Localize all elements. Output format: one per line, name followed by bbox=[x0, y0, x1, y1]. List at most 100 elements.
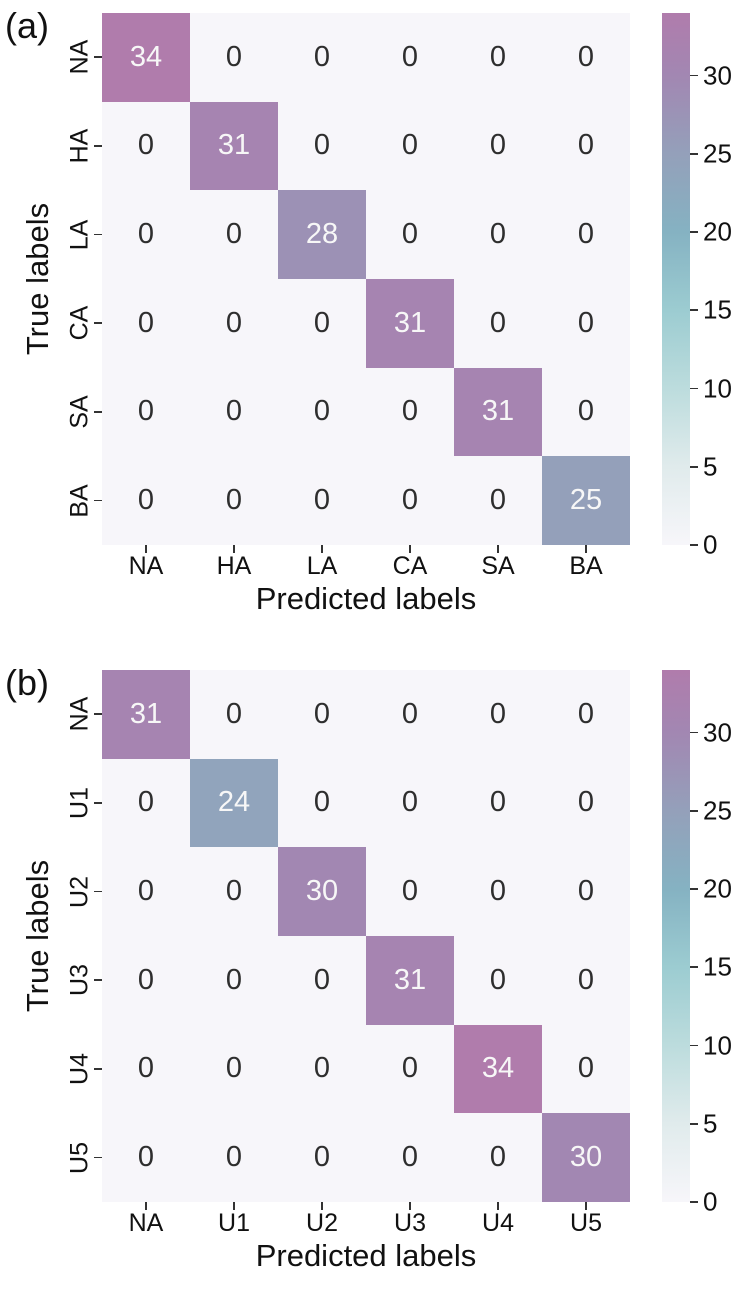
colorbar-tick-mark bbox=[690, 1122, 698, 1125]
panel-label: (b) bbox=[5, 662, 49, 703]
x-tick-label: BA bbox=[569, 552, 603, 580]
matrix-cell: 0 bbox=[454, 847, 542, 936]
matrix-cell: 28 bbox=[278, 190, 366, 279]
matrix-cell: 0 bbox=[542, 670, 630, 759]
matrix-cell: 0 bbox=[190, 367, 278, 457]
x-tick-label: CA bbox=[392, 552, 428, 580]
matrix-cell: 0 bbox=[278, 13, 366, 102]
x-tick-mark bbox=[233, 1202, 235, 1210]
y-tick-label: U5 bbox=[65, 1141, 94, 1174]
y-tick-label: U3 bbox=[65, 964, 94, 997]
x-tick-mark bbox=[497, 1202, 499, 1210]
matrix-cell: 0 bbox=[454, 758, 542, 848]
matrix-cell: 0 bbox=[454, 101, 542, 191]
x-tick-label: U3 bbox=[394, 1209, 426, 1237]
colorbar-tick-label: 10 bbox=[703, 373, 732, 404]
matrix-cell: 0 bbox=[542, 847, 630, 936]
colorbar-tick-mark bbox=[690, 1201, 698, 1203]
matrix-cell: 0 bbox=[278, 101, 366, 191]
colorbar-tick-label: 25 bbox=[703, 795, 732, 826]
matrix-cell: 0 bbox=[278, 278, 366, 368]
matrix-cell: 31 bbox=[366, 935, 454, 1025]
panel-b: (b) True labels 31 0 0 0 0 0 0 24 0 0 0 0 0 0 30 0 0 0 0 0 0… bbox=[0, 657, 747, 1292]
matrix-cell: 0 bbox=[454, 670, 542, 759]
colorbar-tick-label: 0 bbox=[703, 529, 718, 560]
matrix-cell: 0 bbox=[366, 101, 454, 191]
matrix-cell: 0 bbox=[454, 190, 542, 279]
y-tick-label: NA bbox=[65, 39, 94, 75]
matrix-cell: 31 bbox=[366, 278, 454, 368]
colorbar-tick-label: 5 bbox=[703, 1108, 718, 1139]
x-tick-label: U4 bbox=[482, 1209, 514, 1237]
x-tick-mark bbox=[321, 545, 323, 553]
matrix-cell: 0 bbox=[102, 367, 190, 457]
x-tick-mark bbox=[497, 545, 499, 553]
y-tick-mark bbox=[94, 713, 102, 716]
matrix-cell: 0 bbox=[278, 1024, 366, 1114]
x-axis-title: Predicted labels bbox=[255, 1238, 477, 1273]
matrix-cell: 0 bbox=[102, 847, 190, 936]
colorbar-tick-label: 20 bbox=[703, 873, 732, 904]
matrix-cell: 0 bbox=[190, 456, 278, 545]
colorbar-tick-label: 15 bbox=[703, 294, 732, 325]
colorbar-tick-mark bbox=[690, 309, 698, 312]
matrix-cell: 0 bbox=[190, 278, 278, 368]
y-tick-mark bbox=[94, 1068, 102, 1070]
matrix-cell: 0 bbox=[366, 367, 454, 457]
matrix-cell: 25 bbox=[542, 456, 630, 545]
matrix-cell: 31 bbox=[102, 670, 190, 759]
x-tick-mark bbox=[233, 545, 235, 553]
y-tick-label: U4 bbox=[65, 1053, 94, 1085]
x-tick-mark bbox=[585, 1202, 587, 1210]
colorbar-tick-mark bbox=[690, 231, 698, 233]
matrix-cell: 0 bbox=[454, 13, 542, 102]
x-tick-label: NA bbox=[128, 1209, 164, 1237]
matrix-cell: 0 bbox=[190, 190, 278, 279]
matrix-cell: 0 bbox=[454, 456, 542, 545]
colorbar-tick-label: 30 bbox=[703, 717, 732, 748]
matrix-cell: 0 bbox=[102, 935, 190, 1025]
colorbar-tick-mark bbox=[690, 888, 698, 890]
matrix-cell: 0 bbox=[278, 1113, 366, 1202]
matrix-cell: 0 bbox=[190, 935, 278, 1025]
matrix-cell: 0 bbox=[542, 13, 630, 102]
y-tick-mark bbox=[94, 802, 102, 804]
matrix-cell: 31 bbox=[454, 367, 542, 457]
matrix-cell: 0 bbox=[454, 278, 542, 368]
y-tick-label: CA bbox=[65, 305, 94, 341]
matrix-cell: 0 bbox=[454, 935, 542, 1025]
matrix-cell: 0 bbox=[278, 367, 366, 457]
matrix-cell: 24 bbox=[190, 758, 278, 848]
matrix-cell: 0 bbox=[542, 101, 630, 191]
matrix-cell: 0 bbox=[190, 847, 278, 936]
x-tick-mark bbox=[145, 545, 147, 553]
matrix-cell: 0 bbox=[366, 1024, 454, 1114]
x-tick-label: HA bbox=[216, 552, 252, 580]
colorbar-tick-label: 10 bbox=[703, 1030, 732, 1061]
matrix-cell: 0 bbox=[102, 456, 190, 545]
y-tick-mark bbox=[94, 1156, 102, 1159]
matrix-cell: 0 bbox=[278, 935, 366, 1025]
matrix-cell: 0 bbox=[278, 670, 366, 759]
y-tick-label: HA bbox=[65, 128, 94, 164]
heatmap-grid: 31 0 0 0 0 0 0 24 0 0 0 0 0 0 30 0 0 0 0 0 0 31 0 0 0 0 0 0 34 0 0 0 0 0 0… bbox=[102, 670, 630, 1202]
y-tick-label: U1 bbox=[65, 787, 94, 819]
x-tick-mark bbox=[409, 545, 411, 553]
matrix-cell: 31 bbox=[190, 101, 278, 191]
matrix-cell: 0 bbox=[542, 190, 630, 279]
y-tick-mark bbox=[94, 322, 102, 325]
panel-a: (a) True labels 34 0 0 0 0 0 0 31 0 0 0 0 0 0 28 0 0 0 0 0 0… bbox=[5, 6, 732, 616]
colorbar-tick-label: 5 bbox=[703, 451, 718, 482]
x-tick-mark bbox=[409, 1202, 411, 1210]
y-tick-label: BA bbox=[65, 483, 94, 518]
colorbar-tick-label: 0 bbox=[703, 1186, 718, 1217]
matrix-cell: 0 bbox=[366, 670, 454, 759]
y-tick-mark bbox=[94, 145, 102, 147]
y-tick-mark bbox=[94, 411, 102, 413]
matrix-cell: 0 bbox=[366, 456, 454, 545]
matrix-cell: 0 bbox=[542, 278, 630, 368]
x-tick-label: U5 bbox=[570, 1209, 602, 1237]
matrix-cell: 0 bbox=[366, 1113, 454, 1202]
matrix-cell: 0 bbox=[190, 1113, 278, 1202]
matrix-cell: 0 bbox=[102, 190, 190, 279]
